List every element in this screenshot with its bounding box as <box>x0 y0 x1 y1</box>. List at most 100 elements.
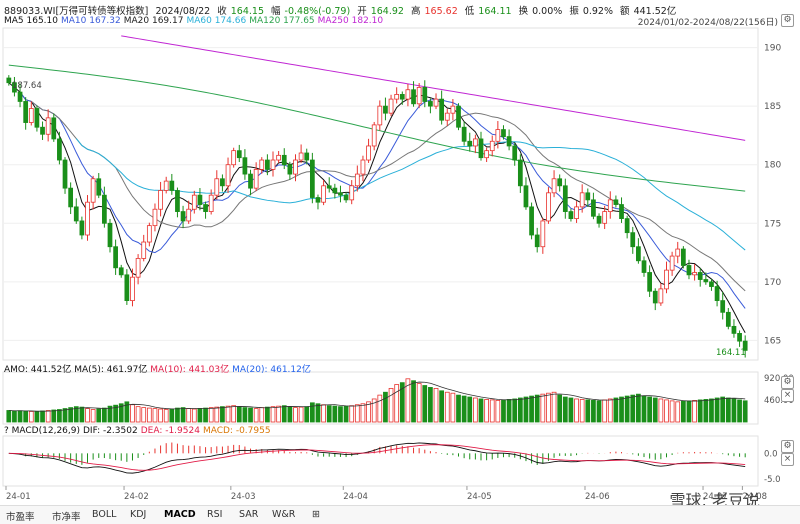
amount-label: 额 <box>620 6 630 17</box>
volume-bar <box>680 400 686 423</box>
moving-averages <box>8 35 746 333</box>
volume-bar <box>731 398 737 423</box>
close-icon[interactable]: × <box>781 453 794 466</box>
volume-bar <box>175 407 180 423</box>
candle-body <box>557 178 563 187</box>
candle-body <box>225 164 231 187</box>
tab-市净率[interactable]: 市净率 <box>52 512 81 523</box>
volume-bar <box>12 410 17 423</box>
candle-body <box>253 168 259 189</box>
volume-bar <box>742 400 748 423</box>
candle-body <box>607 199 613 212</box>
tab-sar[interactable]: SAR <box>239 509 259 520</box>
candle-body <box>529 206 534 236</box>
open-value: 164.92 <box>370 6 404 17</box>
tab-boll[interactable]: BOLL <box>92 509 117 520</box>
volume-bar <box>62 408 68 423</box>
price-panel-frame <box>2 27 759 361</box>
volume-bar <box>540 393 546 423</box>
candle-body <box>51 117 57 140</box>
tab-rsi[interactable]: RSI <box>207 509 223 520</box>
candle-body <box>349 185 355 201</box>
candle-body <box>737 332 742 342</box>
settings-icon[interactable]: ⚙ <box>781 14 794 27</box>
candle-body <box>731 325 737 334</box>
volume-bar <box>208 407 214 423</box>
candle-body <box>326 185 332 189</box>
volume-bar <box>57 409 62 423</box>
volume-bar <box>169 408 175 423</box>
volume-bar <box>253 408 259 423</box>
settings-icon[interactable]: ⚙ <box>781 376 794 389</box>
price-tick-label: 190 <box>764 44 781 54</box>
volume-bar <box>416 383 422 423</box>
close-label: 收 <box>217 6 227 17</box>
volume-tick-label: 920.00 <box>764 374 794 384</box>
candles <box>6 75 748 358</box>
macd-legend-item-3: MACD: -0.7955 <box>202 426 271 436</box>
add-indicator-icon[interactable]: ⊞ <box>312 509 320 520</box>
change-value: -0.48%(-0.79) <box>284 6 351 17</box>
candle-body <box>680 248 686 266</box>
volume-bar <box>265 406 270 423</box>
candle-body <box>298 152 304 161</box>
volume-bar <box>377 394 383 423</box>
candle-body <box>568 211 574 219</box>
volume-ma5-line <box>8 381 746 412</box>
volume-bar <box>130 404 135 423</box>
volume-bar <box>523 396 529 423</box>
chart-header: 889033.WI[万得可转债等权指数] 2024/08/22 收 164.15 … <box>4 3 680 17</box>
volume-bar <box>534 394 540 423</box>
volume-legend-item-2: MA(10): 441.03亿 <box>150 365 230 375</box>
date-range: 2024/01/02-2024/08/22(156日) <box>637 18 778 28</box>
volume-bar <box>287 406 293 423</box>
candle-body <box>304 152 310 161</box>
candle-body <box>293 159 298 175</box>
candle-body <box>551 178 557 194</box>
candle-body <box>28 108 34 123</box>
volume-bar <box>304 406 310 423</box>
last-price-label: 164.11 <box>716 348 746 358</box>
settings-icon[interactable]: ⚙ <box>781 440 794 453</box>
tab-w&r[interactable]: W&R <box>272 509 296 520</box>
candle-body <box>411 89 416 105</box>
candle-body <box>270 159 276 170</box>
volume-bar <box>6 410 12 423</box>
volume-bar <box>428 387 433 423</box>
ma20-line <box>30 101 746 292</box>
turnover-value: 0.00% <box>532 6 563 17</box>
candle-body <box>113 246 118 269</box>
candle-body <box>68 187 74 208</box>
volume-bar <box>647 396 652 423</box>
volume-bar <box>388 387 394 423</box>
volume-bar <box>720 396 726 423</box>
candle-body <box>180 211 186 222</box>
macd-tick-label: 0.0 <box>764 449 778 459</box>
candle-body <box>141 241 147 259</box>
volume-legend-item-3: MA(20): 461.12亿 <box>232 365 311 375</box>
candle-body <box>399 94 405 100</box>
candle-body <box>664 269 669 290</box>
macd-legend-item-0: ? MACD(12,26,9) <box>4 426 80 436</box>
volume-bar <box>73 406 79 423</box>
volume-bar <box>259 407 265 423</box>
candle-body <box>473 138 478 147</box>
volume-bar <box>737 399 742 423</box>
volume-bar <box>686 400 692 423</box>
high-value: 165.62 <box>424 6 458 17</box>
close-icon[interactable]: × <box>781 389 794 402</box>
x-axis: 24-01 24-02 24-03 24-04 24-05 24-06 24-07 24-08 <box>5 486 767 502</box>
candle-body <box>596 215 602 224</box>
candle-body <box>433 98 439 107</box>
candle-body <box>675 248 681 257</box>
volume-bar <box>439 390 445 423</box>
candle-body <box>456 105 461 128</box>
tab-市盈率[interactable]: 市盈率 <box>6 512 35 523</box>
volume-bar <box>422 385 428 423</box>
tab-kdj[interactable]: KDJ <box>130 509 147 520</box>
index-name: 889033.WI[万得可转债等权指数] <box>4 6 149 17</box>
tab-macd[interactable]: MACD <box>164 509 196 520</box>
price-tick-label: 175 <box>764 219 781 229</box>
candle-body <box>692 272 697 276</box>
dif-line <box>8 442 746 474</box>
